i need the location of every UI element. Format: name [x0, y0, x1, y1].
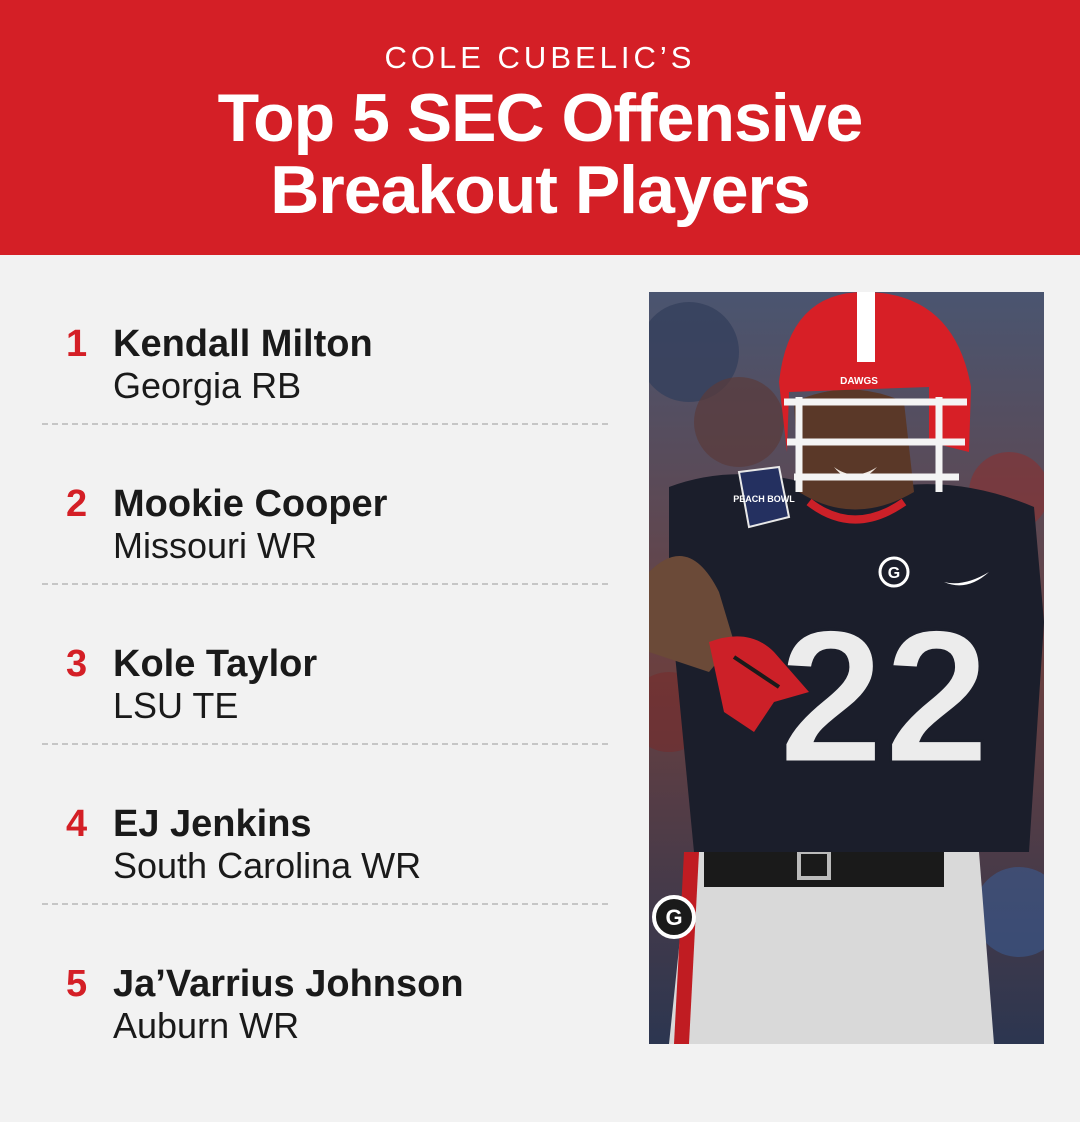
- player-photo-illustration: G 22 DAWGS PEACH BOWL G: [649, 292, 1044, 1044]
- rank-number: 5: [66, 963, 88, 1005]
- list-item: 1 Kendall Milton Georgia RB: [42, 322, 608, 482]
- dashed-divider: [42, 903, 608, 905]
- helmet-text: DAWGS: [840, 376, 878, 387]
- player-name: EJ Jenkins: [113, 803, 312, 845]
- rank-number: 3: [66, 643, 88, 685]
- player-team-position: LSU TE: [113, 685, 239, 726]
- rank-number: 1: [66, 323, 88, 365]
- player-team-position: Georgia RB: [113, 365, 302, 406]
- header-banner: COLE CUBELIC’S Top 5 SEC Offensive Break…: [0, 0, 1080, 255]
- list-item: 5 Ja’Varrius Johnson Auburn WR: [66, 962, 606, 1122]
- player-name: Ja’Varrius Johnson: [113, 963, 464, 1005]
- list-item: 4 EJ Jenkins South Carolina WR: [42, 802, 608, 962]
- jersey-number: 22: [778, 591, 989, 803]
- player-list: 1 Kendall Milton Georgia RB 2 Mookie Coo…: [42, 322, 608, 1122]
- rank-number: 4: [66, 803, 88, 845]
- player-team-position: South Carolina WR: [113, 845, 422, 886]
- player-photo: G 22 DAWGS PEACH BOWL G: [649, 292, 1044, 1044]
- title-line-2: Breakout Players: [270, 152, 811, 228]
- svg-text:G: G: [888, 565, 900, 582]
- patch-text: PEACH BOWL: [733, 494, 795, 504]
- page-title: Top 5 SEC Offensive Breakout Players: [0, 82, 1080, 226]
- svg-text:G: G: [665, 905, 682, 930]
- player-team-position: Missouri WR: [113, 525, 317, 566]
- player-name: Mookie Cooper: [113, 483, 388, 525]
- list-item: 2 Mookie Cooper Missouri WR: [42, 482, 608, 642]
- author-kicker: COLE CUBELIC’S: [384, 40, 696, 75]
- dashed-divider: [42, 583, 608, 585]
- title-line-1: Top 5 SEC Offensive: [217, 80, 864, 156]
- player-team-position: Auburn WR: [113, 1005, 300, 1046]
- player-name: Kendall Milton: [113, 323, 373, 365]
- player-name: Kole Taylor: [113, 643, 318, 685]
- list-item: 3 Kole Taylor LSU TE: [42, 642, 608, 802]
- rank-number: 2: [66, 483, 88, 525]
- dashed-divider: [42, 423, 608, 425]
- dashed-divider: [42, 743, 608, 745]
